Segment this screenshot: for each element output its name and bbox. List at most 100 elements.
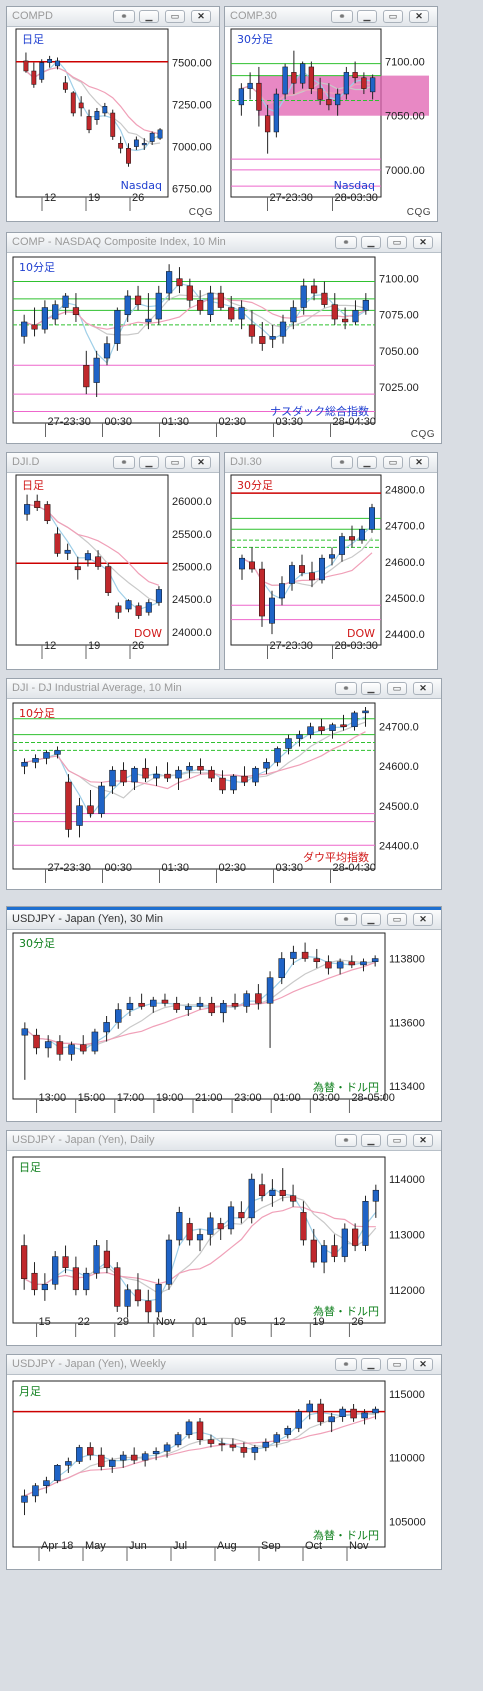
x-tick-label: 28-03:30	[335, 640, 378, 652]
restore-button[interactable]: ▭	[387, 1134, 407, 1147]
title-bar[interactable]: USDJPY - Japan (Yen), Daily ⚭ ▁ ▭ ✕	[7, 1131, 441, 1151]
candle	[91, 1028, 99, 1055]
close-icon: ✕	[419, 683, 427, 693]
candle	[362, 293, 369, 315]
candle	[65, 1457, 72, 1473]
y-tick-label: 7050.00	[379, 346, 419, 358]
x-tick-label: Jun	[129, 1540, 147, 1552]
link-button[interactable]: ⚭	[113, 10, 135, 23]
chart-window-djid[interactable]: DJI.D ⚭ ▁ ▭ ✕ 24000.0 24500.0 25000.0 25500.0 260…	[6, 452, 220, 670]
candle	[243, 990, 250, 1013]
minimize-button[interactable]: ▁	[139, 456, 159, 469]
link-button[interactable]: ⚭	[113, 456, 135, 469]
link-icon: ⚭	[120, 457, 128, 467]
minimize-button[interactable]: ▁	[361, 913, 381, 926]
restore-button[interactable]: ▭	[387, 1358, 407, 1371]
close-button[interactable]: ✕	[413, 682, 433, 695]
y-tick-label: 7025.00	[379, 382, 419, 394]
minimize-button[interactable]: ▁	[139, 10, 159, 23]
candle	[299, 61, 306, 89]
chart-window-dji30[interactable]: DJI.30 ⚭ ▁ ▭ ✕ 24400.0 24500.0 24600.0 24700.0 24…	[224, 452, 438, 670]
x-tick-label: 12	[273, 1316, 285, 1328]
restore-icon: ▭	[392, 1135, 402, 1145]
link-button[interactable]: ⚭	[335, 913, 357, 926]
moving-average-line	[24, 1416, 376, 1497]
restore-button[interactable]: ▭	[165, 10, 185, 23]
link-button[interactable]: ⚭	[335, 682, 357, 695]
close-button[interactable]: ✕	[409, 456, 429, 469]
chart-window-comp10[interactable]: COMP - NASDAQ Composite Index, 10 Min ⚭ ▁ ▭…	[6, 232, 442, 444]
candle	[371, 955, 379, 967]
moving-average-line	[24, 731, 366, 790]
minimize-button[interactable]: ▁	[357, 10, 377, 23]
title-bar[interactable]: DJI - DJ Industrial Average, 10 Min ⚭ ▁ ▭ ✕	[7, 679, 441, 699]
candle	[54, 527, 61, 557]
close-button[interactable]: ✕	[409, 10, 429, 23]
candle	[135, 602, 142, 619]
candle	[161, 993, 169, 1007]
chart-window-usdjpy30[interactable]: USDJPY - Japan (Yen), 30 Min ⚭ ▁ ▭ ✕ 113400 11…	[6, 906, 442, 1122]
chart-window-comp30[interactable]: COMP.30 ⚭ ▁ ▭ ✕ 7000.00 7050.00 7100.00 27-23:30…	[224, 6, 438, 222]
minimize-button[interactable]: ▁	[357, 456, 377, 469]
link-button[interactable]: ⚭	[331, 456, 353, 469]
candle	[263, 758, 270, 775]
title-bar[interactable]: USDJPY - Japan (Yen), 30 Min ⚭ ▁ ▭ ✕	[7, 907, 441, 930]
candle	[24, 494, 31, 521]
chart-window-usdjpyw[interactable]: USDJPY - Japan (Yen), Weekly ⚭ ▁ ▭ ✕ 105000 11…	[6, 1354, 442, 1570]
candle	[62, 293, 69, 315]
y-tick-label: 7075.00	[379, 310, 419, 322]
instrument-label: Nasdaq	[121, 179, 162, 192]
candle	[103, 1240, 111, 1274]
candle	[196, 1418, 204, 1445]
minimize-button[interactable]: ▁	[361, 682, 381, 695]
close-button[interactable]: ✕	[413, 913, 433, 926]
close-button[interactable]: ✕	[413, 236, 433, 249]
chart-window-usdjpyd[interactable]: USDJPY - Japan (Yen), Daily ⚭ ▁ ▭ ✕ 112000 113…	[6, 1130, 442, 1346]
close-icon: ✕	[419, 237, 427, 247]
candle	[64, 543, 71, 560]
candle	[284, 1425, 292, 1439]
restore-button[interactable]: ▭	[383, 10, 403, 23]
candle	[196, 996, 204, 1010]
restore-button[interactable]: ▭	[383, 456, 403, 469]
title-bar[interactable]: COMP.30 ⚭ ▁ ▭ ✕	[225, 7, 437, 27]
x-tick-label: 26	[351, 1316, 363, 1328]
close-button[interactable]: ✕	[413, 1134, 433, 1147]
candle	[76, 1444, 83, 1464]
restore-button[interactable]: ▭	[387, 682, 407, 695]
title-bar[interactable]: DJI.30 ⚭ ▁ ▭ ✕	[225, 453, 437, 473]
link-button[interactable]: ⚭	[331, 10, 353, 23]
candle	[87, 1442, 94, 1461]
close-button[interactable]: ✕	[191, 456, 211, 469]
moving-average-line	[241, 83, 373, 105]
candle	[227, 1201, 235, 1235]
title-bar[interactable]: DJI.D ⚭ ▁ ▭ ✕	[7, 453, 219, 473]
close-button[interactable]: ✕	[413, 1358, 433, 1371]
chart-window-dji10[interactable]: DJI - DJ Industrial Average, 10 Min ⚭ ▁ ▭ ✕ 2…	[6, 678, 442, 890]
candle	[54, 1464, 61, 1484]
candle	[259, 561, 265, 627]
candle	[361, 72, 367, 95]
x-tick-label: 28-04:30	[333, 416, 376, 428]
title-bar[interactable]: COMP - NASDAQ Composite Index, 10 Min ⚭ ▁ ▭…	[7, 233, 441, 253]
candle	[197, 758, 204, 775]
candle	[196, 1228, 204, 1252]
title-bar[interactable]: COMPD ⚭ ▁ ▭ ✕	[7, 7, 219, 27]
link-button[interactable]: ⚭	[335, 236, 357, 249]
y-tick-label: 25000.0	[172, 562, 212, 574]
link-button[interactable]: ⚭	[335, 1134, 357, 1147]
restore-button[interactable]: ▭	[387, 236, 407, 249]
y-tick-label: 24600.0	[379, 761, 419, 773]
restore-button[interactable]: ▭	[387, 913, 407, 926]
minimize-button[interactable]: ▁	[361, 1358, 381, 1371]
minimize-button[interactable]: ▁	[361, 236, 381, 249]
title-bar[interactable]: USDJPY - Japan (Yen), Weekly ⚭ ▁ ▭ ✕	[7, 1355, 441, 1375]
window-title: COMPD	[12, 10, 53, 22]
chart-window-compd[interactable]: COMPD ⚭ ▁ ▭ ✕ 6750.00 7000.00 7250.00 7500.00 12 1…	[6, 6, 220, 222]
restore-button[interactable]: ▭	[165, 456, 185, 469]
x-tick-label: May	[85, 1540, 106, 1552]
close-button[interactable]: ✕	[191, 10, 211, 23]
link-button[interactable]: ⚭	[335, 1358, 357, 1371]
minimize-button[interactable]: ▁	[361, 1134, 381, 1147]
x-tick-label: 01:30	[162, 862, 190, 874]
